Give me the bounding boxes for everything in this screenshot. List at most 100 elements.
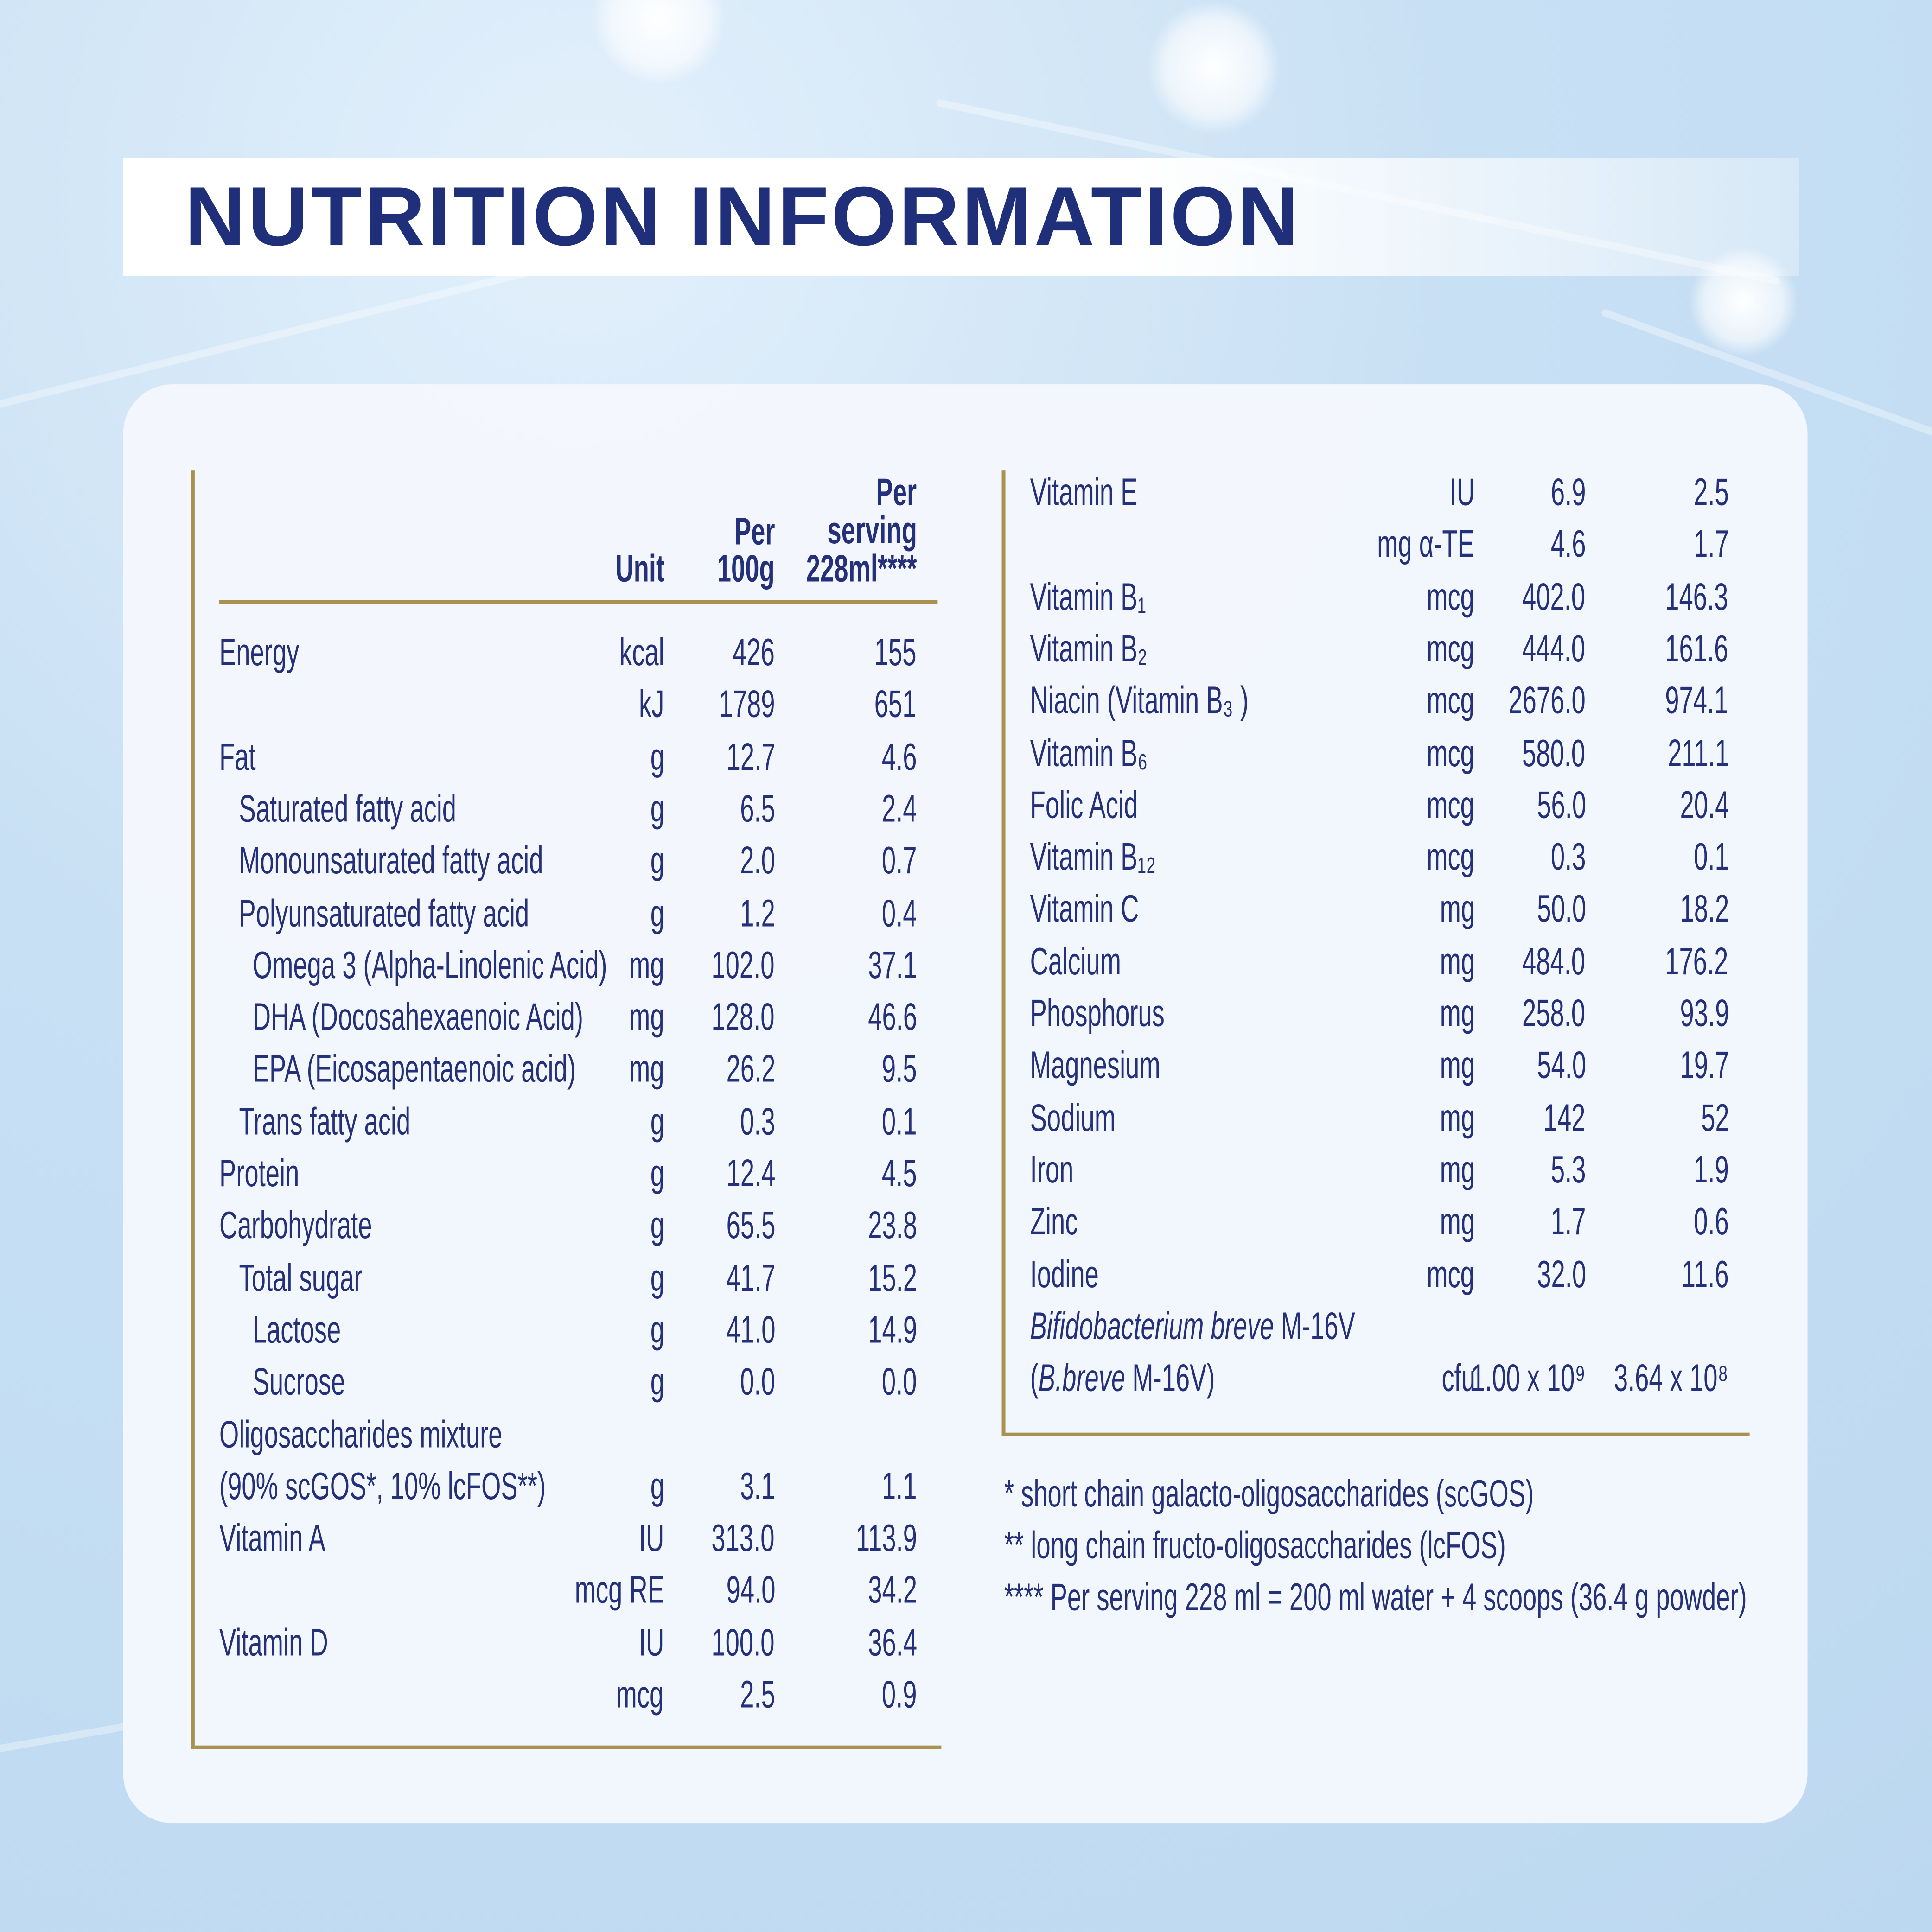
row-per100g: 128.0 [712,995,775,1039]
row-per-serving: 0.1 [1693,835,1729,879]
row-label: Zinc [1030,1200,1078,1243]
row-per100g: 580.0 [1523,731,1586,775]
row-per-serving: 146.3 [1665,574,1729,618]
row-label: Trans fatty acid [239,1099,411,1143]
row-per-serving: 11.6 [1681,1252,1729,1296]
row-label: Calcium [1030,939,1122,983]
row-per-serving: 19.7 [1679,1043,1729,1087]
row-per100g: 26.2 [726,1047,775,1091]
row-label: EPA (Eicosapentaenoic acid) [252,1047,576,1091]
right-table-bottom-rule [1005,1432,1750,1436]
row-per100g: 3.1 [740,1464,775,1508]
row-unit: kJ [639,683,664,726]
row-unit: mg [1440,1096,1475,1139]
row-per-serving: 4.6 [881,735,917,778]
row-per-serving: 155 [874,630,917,674]
row-label: Bifidobacterium breve M-16V [1030,1304,1355,1347]
row-unit: mg [1440,1043,1475,1087]
row-per100g: 1789 [719,683,775,726]
row-per100g: 54.0 [1537,1043,1586,1087]
row-unit: mg [629,943,664,987]
row-unit: mcg [1427,835,1475,879]
row-per100g: 444.0 [1523,627,1586,670]
footnote: * short chain galacto-oligosaccharides (… [1004,1472,1534,1515]
row-per-serving: 93.9 [1679,991,1729,1035]
header-rule [219,600,938,604]
row-per100g: 12.4 [726,1151,775,1195]
row-per100g: 102.0 [712,943,775,987]
row-per-serving: 20.4 [1679,783,1729,826]
column-header-per100g: 100g [717,547,775,590]
row-per100g: 65.5 [726,1204,775,1247]
row-per100g: 2676.0 [1508,679,1586,722]
row-unit: g [650,1360,664,1404]
row-label: Niacin (Vitamin B₃ ) [1030,679,1249,722]
row-per100g: 41.0 [726,1308,775,1351]
decorative-node [591,0,727,87]
column-header-per-serving: Per [876,470,917,514]
row-per100g: 0.3 [740,1099,775,1143]
row-per-serving: 0.6 [1693,1200,1729,1243]
row-per-serving: 974.1 [1665,679,1729,722]
row-per100g: 41.7 [726,1256,775,1299]
page-title: NUTRITION INFORMATION [185,170,1301,264]
row-unit: mg [629,1047,664,1091]
row-per-serving: 23.8 [867,1204,917,1247]
row-label: Iodine [1030,1252,1099,1296]
row-unit: mg α-TE [1377,522,1475,566]
row-unit: mg [629,995,664,1039]
row-label: Vitamin B₂ [1030,627,1148,670]
row-label: (90% scGOS*, 10% lcFOS**) [219,1464,546,1508]
row-label: Polyunsaturated fatty acid [239,891,529,934]
row-per100g: 6.5 [740,787,775,830]
row-label: Saturated fatty acid [239,787,457,830]
row-unit: g [650,735,664,778]
row-per100g: 313.0 [712,1516,775,1560]
row-unit: mcg [616,1672,664,1716]
row-label: Vitamin D [219,1621,328,1664]
column-header-per100g: Per [734,510,775,553]
row-unit: g [650,787,664,830]
row-unit: mcg [1427,574,1475,618]
row-per100g: 402.0 [1523,574,1586,618]
row-per100g: 258.0 [1523,991,1586,1035]
row-per-serving: 34.2 [867,1569,917,1612]
row-per-serving: 161.6 [1665,627,1729,670]
row-per100g: 6.9 [1550,470,1586,514]
row-per-serving: 3.64 x 10⁸ [1614,1356,1729,1400]
row-per-serving: 0.1 [881,1099,917,1143]
row-per-serving: 1.9 [1693,1148,1729,1191]
footnote: ** long chain fructo-oligosaccharides (l… [1004,1524,1506,1567]
row-per-serving: 18.2 [1679,887,1729,931]
row-label: Phosphorus [1030,991,1165,1035]
row-per100g: 32.0 [1537,1252,1586,1296]
row-per100g: 426 [733,630,775,674]
row-per100g: 142 [1543,1096,1586,1139]
row-label: Fat [219,735,256,778]
row-unit: mg [1440,939,1475,983]
row-per100g: 50.0 [1537,887,1586,931]
row-label: Oligosaccharides mixture [219,1412,503,1455]
row-unit: g [650,1151,664,1195]
row-per100g: 484.0 [1523,939,1586,983]
row-per-serving: 36.4 [867,1621,917,1664]
nutrition-card [123,384,1808,1824]
row-label: Sodium [1030,1096,1116,1139]
row-label: Vitamin B₁₂ [1030,835,1156,879]
row-per-serving: 211.1 [1667,731,1729,775]
row-per100g: 56.0 [1537,783,1586,826]
row-label: Vitamin A [219,1516,325,1560]
row-per100g: 100.0 [712,1621,775,1664]
row-per-serving: 1.1 [881,1464,917,1508]
row-label: Energy [219,630,300,674]
row-unit: g [650,891,664,934]
row-unit: mcg [1427,783,1475,826]
row-per-serving: 113.9 [855,1516,917,1560]
row-per-serving: 176.2 [1665,939,1729,983]
row-label: Carbohydrate [219,1204,372,1247]
row-unit: g [650,1256,664,1299]
row-per100g: 1.2 [740,891,775,934]
right-table-border [1001,470,1006,1436]
row-per-serving: 46.6 [867,995,917,1039]
